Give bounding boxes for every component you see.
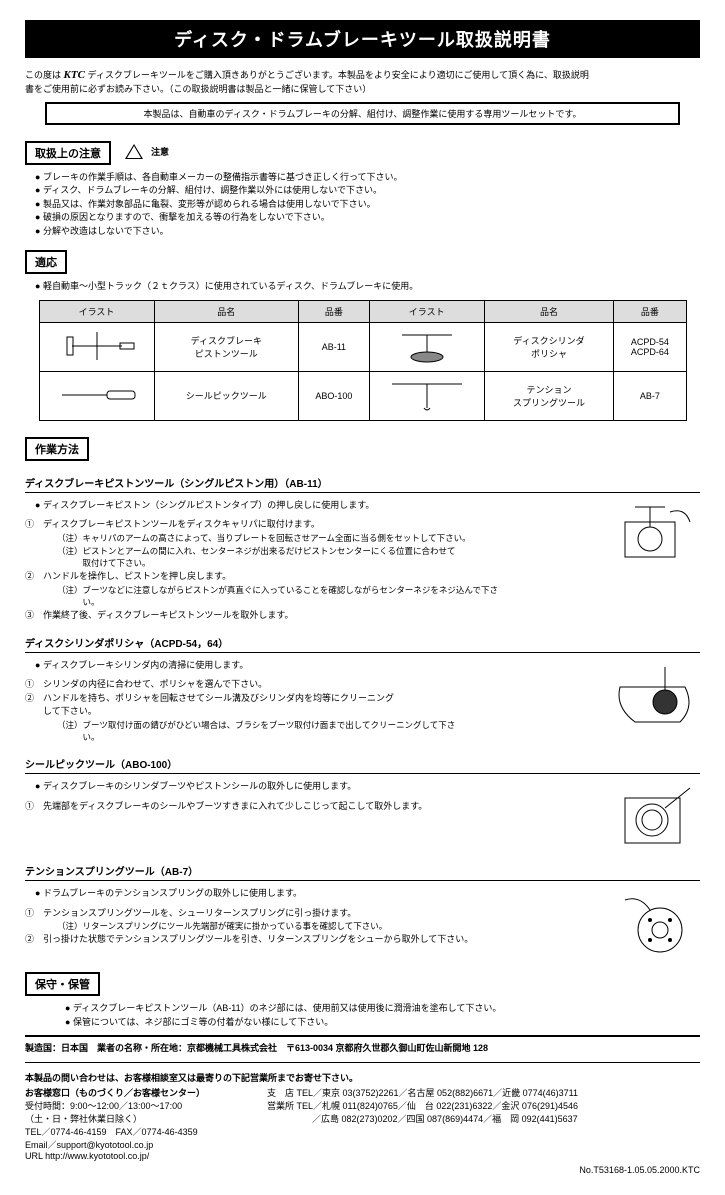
contact-closed: （土・日・弊社休業日除く）	[25, 1112, 255, 1125]
inquiry-head: 本製品の問い合わせは、お客様相談室又は最寄りの下記営業所までお寄せ下さい。	[25, 1071, 700, 1084]
contact-hours: 受付時間：9:00～12:00／13:00～17:00	[25, 1099, 255, 1112]
branch-line2: 営業所 TEL／札幌 011(824)0765／仙 台 022(231)6322…	[267, 1099, 700, 1112]
name-ab7: テンション スプリングツール	[484, 371, 613, 420]
compat-list: 軽自動車～小型トラック（２ｔクラス）に使用されているディスク、ドラムブレーキに使…	[35, 280, 700, 294]
m1-figure	[610, 497, 700, 572]
m1-step1: ① ディスクブレーキピストンツールをディスクキャリパに取付けます。	[25, 518, 602, 532]
th-name: 品名	[484, 300, 613, 322]
illust-acpd	[369, 322, 484, 371]
m1-note2: （注）ピストンとアームの間に入れ、センターネジが出来るだけピストンセンターにくる…	[25, 545, 602, 558]
m4-bullet: ドラムブレーキのテンションスプリングの取外しに使用します。	[35, 887, 602, 901]
m1-note1: （注）キャリパのアームの高さによって、当りプレートを回転させアーム全面に当る側を…	[25, 532, 602, 545]
th-code: 品番	[299, 300, 370, 322]
document-title: ディスク・ドラムブレーキツール取扱説明書	[25, 20, 700, 58]
m1-note3b: い。	[25, 596, 602, 609]
m2-head: ディスクシリンダポリシャ（ACPD-54，64）	[25, 635, 700, 653]
m4-figure	[610, 885, 700, 960]
m2-bullet: ディスクブレーキシリンダ内の清掃に使用します。	[35, 659, 602, 673]
m4-step2: ② 引っ掛けた状態でテンションスプリングツールを引き、リターンスプリングをシュー…	[25, 933, 602, 947]
section-precautions-label: 取扱上の注意	[25, 141, 111, 165]
precaution-item: ディスク、ドラムブレーキの分解、組付け、調整作業以外には使用しないで下さい。	[35, 184, 700, 198]
illust-ab7	[369, 371, 484, 420]
illust-ab11	[39, 322, 154, 371]
contact-window: お客様窓口（ものづくり／お客様センター）	[25, 1088, 205, 1098]
name-acpd: ディスクシリンダ ポリシャ	[484, 322, 613, 371]
th-illust: イラスト	[39, 300, 154, 322]
precaution-list: ブレーキの作業手順は、各自動車メーカーの整備指示書等に基づき正しく行って下さい。…	[35, 171, 700, 239]
contact-block: お客様窓口（ものづくり／お客様センター） 受付時間：9:00～12:00／13:…	[25, 1086, 700, 1161]
brand-name: KTC	[64, 69, 85, 81]
contact-url: URL http://www.kyototool.co.jp/	[25, 1151, 255, 1161]
m1-step3: ③ 作業終了後、ディスクブレーキピストンツールを取外します。	[25, 609, 602, 623]
maint-item: ディスクブレーキピストンツール（AB-11）のネジ部には、使用前又は使用後に潤滑…	[65, 1002, 700, 1016]
maint-item: 保管については、ネジ部にゴミ等の付着がない様にして下さい。	[65, 1016, 700, 1030]
precaution-item: 破損の原因となりますので、衝撃を加える等の行為をしないで下さい。	[35, 211, 700, 225]
m2-step2b: して下さい。	[25, 705, 602, 719]
th-name: 品名	[154, 300, 299, 322]
m3-bullet: ディスクブレーキのシリンダブーツやピストンシールの取外しに使用します。	[35, 780, 602, 794]
section-method-label: 作業方法	[25, 437, 89, 461]
precaution-item: 分解や改造はしないで下さい。	[35, 225, 700, 239]
intro-prefix: この度は	[25, 70, 61, 80]
section-maint-label: 保守・保管	[25, 972, 100, 996]
code-acpd: ACPD-54 ACPD-64	[614, 322, 686, 371]
m2-figure	[610, 657, 700, 732]
m1-note2b: 取付けて下さい。	[25, 557, 602, 570]
compat-item: 軽自動車～小型トラック（２ｔクラス）に使用されているディスク、ドラムブレーキに使…	[35, 280, 700, 294]
m1-text: ディスクブレーキピストン（シングルピストンタイプ）の押し戻しに使用します。 ① …	[25, 497, 602, 625]
maker-line: 製造国：日本国 業者の名称・所在地：京都機械工具株式会社 〒613-0034 京…	[25, 1041, 700, 1054]
m2-step2: ② ハンドルを持ち、ポリシャを回転させてシール溝及びシリンダ内を均等にクリーニン…	[25, 692, 602, 706]
m3-figure	[610, 778, 700, 853]
name-ab11: ディスクブレーキ ピストンツール	[154, 322, 299, 371]
notice-box: 本製品は、自動車のディスク・ドラムブレーキの分解、組付け、調整作業に使用する専用…	[45, 102, 680, 125]
intro-text: この度は KTC ディスクブレーキツールをご購入頂きありがとうございます。本製品…	[25, 68, 700, 96]
caution-text: 注意	[151, 145, 169, 158]
code-ab11: AB-11	[299, 322, 370, 371]
m4-head: テンションスプリングツール（AB-7）	[25, 863, 700, 881]
m3-head: シールピックツール（ABO-100）	[25, 756, 700, 774]
precaution-item: 製品又は、作業対象部品に亀裂、変形等が認められる場合は使用しないで下さい。	[35, 198, 700, 212]
m1-step2: ② ハンドルを操作し、ピストンを押し戻します。	[25, 570, 602, 584]
m4-note1: （注）リターンスプリングにツール先端部が確実に掛かっている事を確認して下さい。	[25, 920, 602, 933]
section-compat-label: 適応	[25, 250, 67, 274]
code-abo100: ABO-100	[299, 371, 370, 420]
m1-note3: （注）ブーツなどに注意しながらピストンが真直ぐに入っていることを確認しながらセン…	[25, 584, 602, 597]
branch-line1: 支 店 TEL／東京 03(3752)2261／名古屋 052(882)6671…	[267, 1086, 700, 1099]
illust-abo100	[39, 371, 154, 420]
code-ab7: AB-7	[614, 371, 686, 420]
contact-tel: TEL／0774-46-4159 FAX／0774-46-4359	[25, 1125, 255, 1138]
m1-bullet: ディスクブレーキピストン（シングルピストンタイプ）の押し戻しに使用します。	[35, 499, 602, 513]
m1-head: ディスクブレーキピストンツール（シングルピストン用）（AB-11）	[25, 475, 700, 493]
name-abo100: シールピックツール	[154, 371, 299, 420]
m3-text: ディスクブレーキのシリンダブーツやピストンシールの取外しに使用します。 ① 先端…	[25, 778, 602, 853]
caution-triangle-icon	[125, 144, 143, 159]
m2-note1b: い。	[25, 731, 602, 744]
m2-note1: （注）ブーツ取付け面の錆びがひどい場合は、ブラシをブーツ取付け面まで出してクリー…	[25, 719, 602, 732]
document-number: No.T53168-1.05.05.2000.KTC	[25, 1165, 700, 1175]
product-table: イラスト 品名 品番 イラスト 品名 品番 ディスクブレーキ ピストンツール A…	[39, 300, 687, 421]
m2-text: ディスクブレーキシリンダ内の清掃に使用します。 ① シリンダの内径に合わせて、ポ…	[25, 657, 602, 747]
contact-right: 支 店 TEL／東京 03(3752)2261／名古屋 052(882)6671…	[267, 1086, 700, 1161]
intro-line2: 書をご使用前に必ずお読み下さい。（この取扱説明書は製品と一緒に保管して下さい）	[25, 84, 371, 94]
branch-line3: ／広島 082(273)0202／四国 087(869)4474／福 岡 092…	[267, 1112, 700, 1125]
th-code: 品番	[614, 300, 686, 322]
contact-email: Email／support@kyototool.co.jp	[25, 1138, 255, 1151]
m4-step1: ① テンションスプリングツールを、シューリターンスプリングに引っ掛けます。	[25, 907, 602, 921]
intro-suffix: ディスクブレーキツールをご購入頂きありがとうございます。本製品をより安全により適…	[87, 70, 588, 80]
contact-left: お客様窓口（ものづくり／お客様センター） 受付時間：9:00～12:00／13:…	[25, 1086, 255, 1161]
m3-step1: ① 先端部をディスクブレーキのシールやブーツすきまに入れて少しこじって起こして取…	[25, 800, 602, 814]
precaution-item: ブレーキの作業手順は、各自動車メーカーの整備指示書等に基づき正しく行って下さい。	[35, 171, 700, 185]
th-illust: イラスト	[369, 300, 484, 322]
m2-step1: ① シリンダの内径に合わせて、ポリシャを選んで下さい。	[25, 678, 602, 692]
m4-text: ドラムブレーキのテンションスプリングの取外しに使用します。 ① テンションスプリ…	[25, 885, 602, 960]
maint-list: ディスクブレーキピストンツール（AB-11）のネジ部には、使用前又は使用後に潤滑…	[65, 1002, 700, 1029]
